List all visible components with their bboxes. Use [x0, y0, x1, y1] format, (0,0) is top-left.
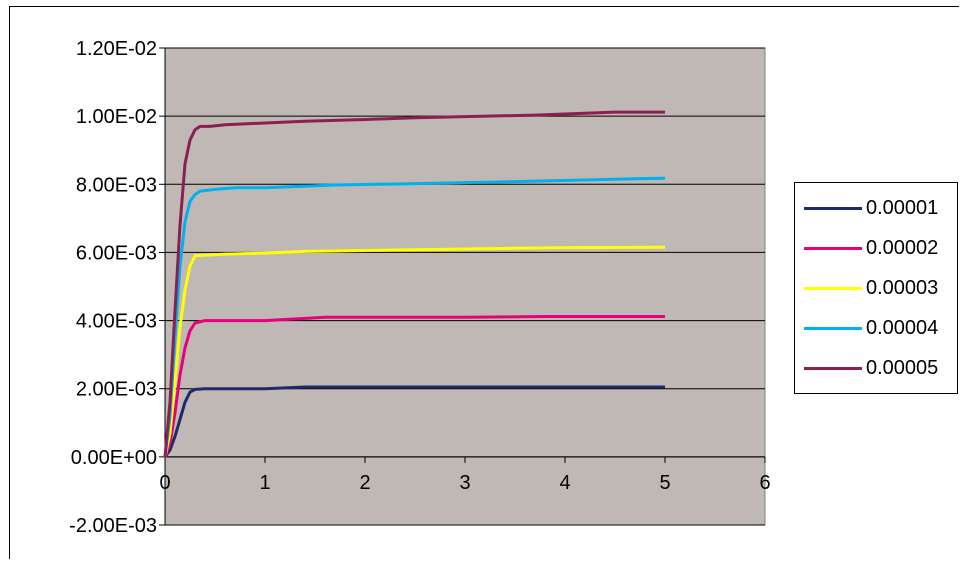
series-line-0.00002 — [163, 315, 665, 458]
series-lines — [163, 110, 666, 458]
legend-item: 0.00003 — [795, 268, 957, 308]
legend-item: 0.00004 — [795, 308, 957, 348]
series-line-0.00001 — [163, 385, 665, 458]
y-tick-label: 1.20E-02 — [76, 38, 157, 60]
y-tick-label: 4.00E-03 — [76, 311, 157, 333]
y-tick-label: 2.00E-03 — [76, 379, 157, 401]
y-tick-label: -2.00E-03 — [69, 515, 157, 537]
legend-label: 0.00003 — [866, 276, 939, 299]
x-tick-label: 0 — [159, 472, 170, 494]
legend-swatch — [804, 366, 862, 370]
chart-frame — [9, 6, 959, 559]
legend-item: 0.00002 — [795, 228, 957, 268]
legend-label: 0.00004 — [866, 316, 939, 339]
x-tick-label: 2 — [359, 472, 370, 494]
series-line-0.00004 — [163, 176, 666, 458]
x-tick-label: 5 — [659, 472, 670, 494]
legend-swatch — [804, 326, 862, 330]
x-tick-label: 4 — [559, 472, 570, 494]
legend-label: 0.00001 — [866, 196, 939, 219]
y-tick-label: 8.00E-03 — [76, 174, 157, 196]
x-tick-labels: 0 1 2 3 4 5 6 — [159, 472, 770, 494]
legend-item: 0.00001 — [795, 188, 957, 228]
series-line-0.00005 — [163, 110, 665, 458]
legend-item: 0.00005 — [795, 348, 957, 388]
legend: 0.00001 0.00002 0.00003 0.00004 0.00005 — [794, 182, 958, 394]
y-tick-label: 1.00E-02 — [76, 106, 157, 128]
plot-area — [164, 47, 766, 526]
legend-label: 0.00005 — [866, 356, 939, 379]
x-tick-label: 3 — [459, 472, 470, 494]
legend-label: 0.00002 — [866, 236, 939, 259]
y-tick-label: 0.00E+00 — [71, 447, 157, 469]
x-tick-label: 6 — [759, 472, 770, 494]
legend-swatch — [804, 286, 862, 290]
series-line-0.00003 — [163, 245, 666, 458]
legend-swatch — [804, 246, 862, 250]
y-tick-label: 6.00E-03 — [76, 242, 157, 264]
x-tick-label: 1 — [259, 472, 270, 494]
y-tick-labels: -2.00E-03 0.00E+00 2.00E-03 4.00E-03 6.00E-0… — [69, 38, 157, 537]
legend-swatch — [804, 206, 862, 210]
